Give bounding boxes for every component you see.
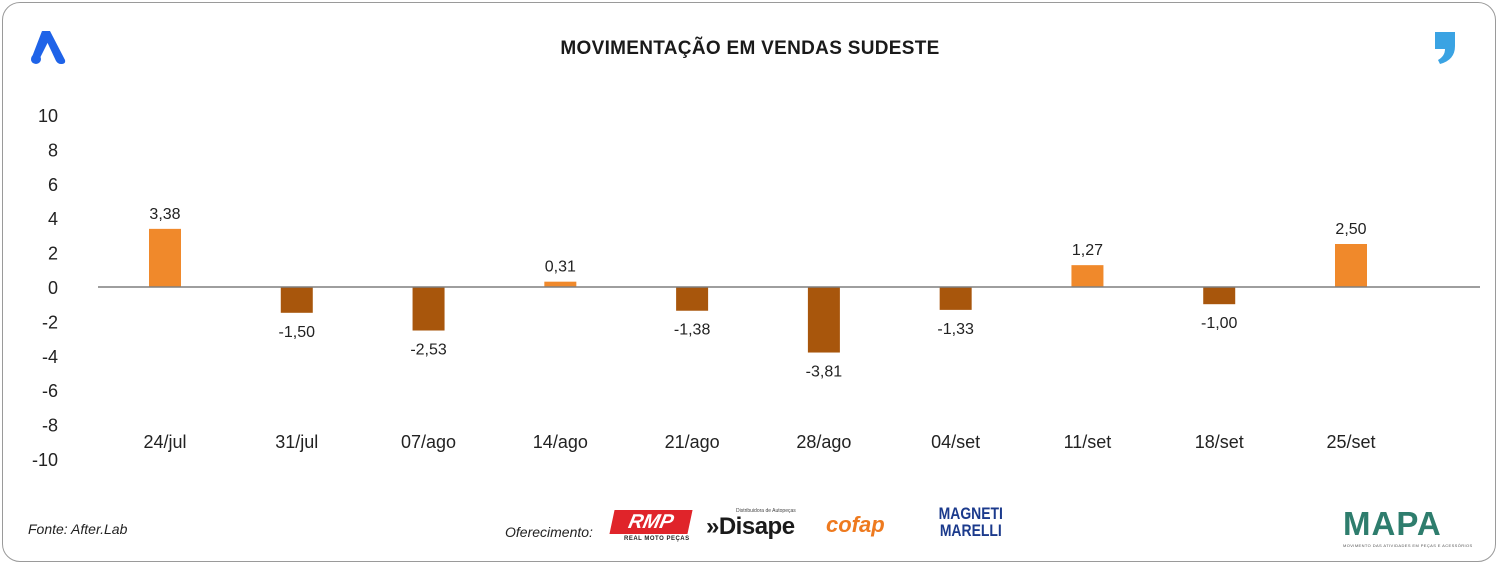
mapa-logo-text: MAPA — [1343, 505, 1442, 542]
source-note: Fonte: After.Lab — [28, 521, 128, 537]
y-tick-label: -2 — [42, 312, 58, 332]
bar — [1335, 244, 1367, 287]
data-label: -1,50 — [279, 324, 316, 341]
y-tick-label: -10 — [32, 450, 58, 470]
y-tick-label: 0 — [48, 278, 58, 298]
magneti-logo-line2: MARELLI — [939, 521, 1002, 540]
afterlab-logo-icon — [31, 31, 66, 64]
bar — [149, 228, 181, 287]
disape-logo-subtext: Distribuidora de Autopeças — [736, 508, 796, 514]
comma-logo-icon — [1435, 32, 1455, 64]
rmp-logo-text: RMP — [609, 510, 693, 534]
disape-logo: Distribuidora de Autopeças »Disape — [706, 508, 810, 542]
x-tick-label: 11/set — [1064, 432, 1112, 452]
bar — [676, 287, 709, 311]
bar — [807, 287, 840, 353]
data-label: -1,38 — [674, 322, 711, 339]
data-label: 2,50 — [1335, 221, 1366, 238]
y-tick-label: 10 — [38, 106, 58, 126]
disape-logo-text: »Disape — [706, 513, 795, 540]
y-tick-label: -4 — [42, 347, 58, 367]
y-tick-label: 2 — [48, 244, 58, 264]
x-tick-label: 24/jul — [143, 432, 186, 452]
mapa-logo-subtext: MOVIMENTO DAS ATIVIDADES EM PEÇAS E ACES… — [1343, 543, 1473, 548]
x-tick-label: 18/set — [1195, 432, 1244, 452]
y-tick-label: 8 — [48, 140, 58, 160]
rmp-logo-subtext: REAL MOTO PEÇAS — [624, 536, 690, 542]
bar — [1071, 265, 1104, 287]
data-label: 3,38 — [149, 206, 180, 223]
data-label: -1,33 — [937, 321, 974, 338]
y-tick-label: 6 — [48, 175, 58, 195]
bar — [280, 287, 313, 313]
sponsors-label: Oferecimento: — [505, 524, 593, 540]
chart-title: MOVIMENTAÇÃO EM VENDAS SUDESTE — [560, 38, 940, 59]
x-tick-label: 21/ago — [665, 432, 720, 452]
bar — [412, 287, 445, 331]
magneti-logo-line1: MAGNETI — [938, 504, 1003, 523]
data-label: 0,31 — [545, 259, 576, 276]
y-tick-label: 4 — [48, 209, 58, 229]
magneti-marelli-logo: MAGNETI MARELLI — [938, 505, 1004, 541]
x-tick-label: 04/set — [931, 432, 980, 452]
mapa-logo: MAPA MOVIMENTO DAS ATIVIDADES EM PEÇAS E… — [1343, 505, 1472, 549]
x-tick-label: 31/jul — [275, 432, 318, 452]
data-label: -2,53 — [410, 342, 447, 359]
x-tick-label: 14/ago — [533, 432, 588, 452]
data-label: -1,00 — [1201, 315, 1238, 332]
y-tick-label: -8 — [42, 416, 58, 436]
x-tick-label: 28/ago — [796, 432, 851, 452]
x-tick-label: 25/set — [1326, 432, 1375, 452]
bar — [1203, 287, 1236, 305]
y-tick-label: -6 — [42, 381, 58, 401]
bar — [544, 281, 577, 287]
cofap-logo: cofap — [826, 512, 885, 537]
data-label: -3,81 — [806, 364, 843, 381]
data-label: 1,27 — [1072, 242, 1103, 259]
rmp-logo: RMP REAL MOTO PEÇAS — [609, 510, 693, 544]
x-tick-label: 07/ago — [401, 432, 456, 452]
bar — [939, 287, 972, 310]
